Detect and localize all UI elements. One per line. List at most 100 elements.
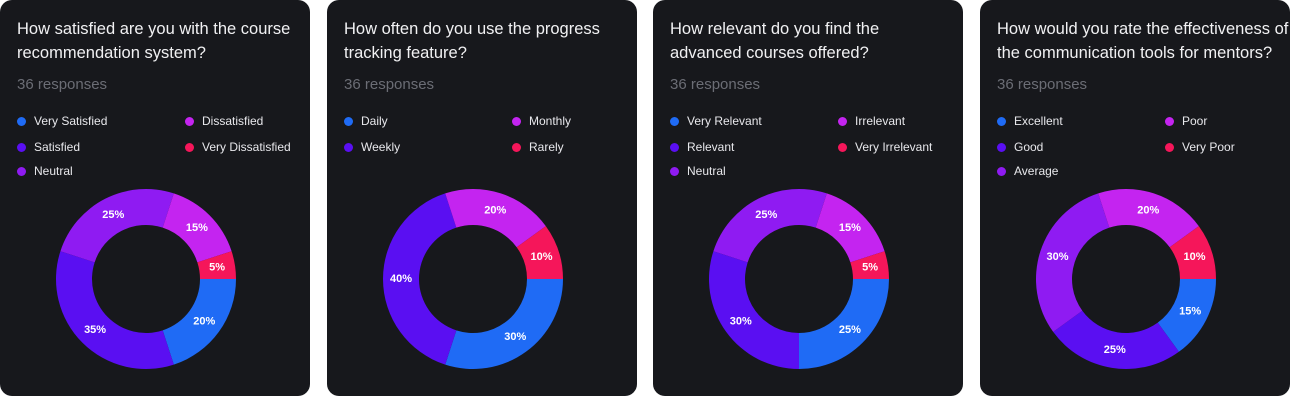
slice-value-label: 40% — [390, 273, 412, 285]
legend-swatch — [512, 116, 521, 126]
legend-swatch — [838, 116, 847, 126]
donut-slice — [197, 251, 236, 279]
donut-chart: 30% 40% 20% 10% — [383, 189, 563, 369]
legend-item: Neutral — [17, 164, 73, 178]
donut-slice — [799, 279, 889, 369]
donut-slice — [162, 279, 236, 365]
donut-slice — [1098, 189, 1199, 248]
legend-label: Excellent — [1014, 114, 1063, 128]
legend-swatch — [997, 116, 1006, 126]
legend-swatch — [1165, 142, 1174, 152]
question-title-line: How often do you use the progress — [344, 20, 600, 38]
slice-value-label: 30% — [1047, 251, 1069, 263]
response-count: 36 responses — [997, 76, 1088, 93]
legend-label: Monthly — [529, 114, 572, 128]
legend-swatch — [670, 116, 679, 126]
legend-label: Dissatisfied — [202, 114, 264, 128]
legend-swatch — [344, 142, 353, 152]
legend-label: Very Dissatisfied — [202, 140, 291, 154]
donut-slice — [1157, 279, 1216, 352]
legend-label: Satisfied — [34, 140, 81, 154]
question-title-line: the communication tools for mentors? — [997, 44, 1273, 62]
donut-slice — [445, 279, 563, 369]
legend-swatch — [17, 142, 26, 152]
legend-label: Rarely — [529, 140, 564, 154]
chart-legend: Daily Weekly Monthly Rarely — [344, 114, 634, 184]
question-title-line: tracking feature? — [344, 44, 467, 62]
legend-label: Very Irrelevant — [855, 140, 933, 154]
question-title: How relevant do you find the advanced co… — [670, 17, 963, 65]
donut-slice — [1036, 193, 1110, 332]
legend-label: Good — [1014, 140, 1044, 154]
donut-slice — [815, 193, 885, 263]
question-title-line: How satisfied are you with the course — [17, 20, 291, 38]
donut-slice — [516, 226, 563, 279]
legend-swatch — [344, 116, 353, 126]
legend-item: Rarely — [512, 140, 564, 154]
legend-swatch — [512, 142, 521, 152]
legend-item: Good — [997, 140, 1043, 154]
legend-item: Neutral — [670, 164, 726, 178]
legend-label: Very Relevant — [687, 114, 762, 128]
legend-label: Average — [1014, 164, 1059, 178]
legend-label: Very Satisfied — [34, 114, 108, 128]
legend-swatch — [838, 142, 847, 152]
slice-value-label: 25% — [102, 209, 124, 221]
legend-swatch — [185, 116, 194, 126]
legend-label: Neutral — [687, 164, 726, 178]
slice-value-label: 35% — [84, 324, 106, 336]
legend-label: Daily — [361, 114, 388, 128]
slice-value-label: 5% — [862, 262, 878, 274]
donut-slice — [709, 251, 799, 369]
legend-item: Very Satisfied — [17, 114, 107, 128]
donut-slice — [162, 193, 232, 263]
legend-label: Weekly — [361, 140, 401, 154]
legend-label: Relevant — [687, 140, 735, 154]
slice-value-label: 15% — [1179, 306, 1201, 318]
chart-legend: Excellent Good Average Poor Very Poor — [997, 114, 1287, 184]
legend-item: Dissatisfied — [185, 114, 263, 128]
legend-swatch — [1165, 116, 1174, 126]
legend-swatch — [17, 116, 26, 126]
question-title-line: recommendation system? — [17, 44, 206, 62]
slice-value-label: 15% — [839, 222, 861, 234]
legend-item: Average — [997, 164, 1058, 178]
donut-chart: 15% 25% 30% 20% 10% — [1036, 189, 1216, 369]
legend-item: Monthly — [512, 114, 571, 128]
legend-item: Weekly — [344, 140, 400, 154]
response-count: 36 responses — [344, 76, 435, 93]
legend-item: Relevant — [670, 140, 734, 154]
legend-label: Poor — [1182, 114, 1208, 128]
donut-slice — [445, 189, 546, 248]
legend-swatch — [997, 142, 1006, 152]
survey-card-satisfaction: How satisfied are you with the course re… — [0, 0, 310, 396]
legend-swatch — [185, 142, 194, 152]
legend-item: Very Dissatisfied — [185, 140, 291, 154]
slice-value-label: 25% — [755, 209, 777, 221]
legend-swatch — [17, 166, 26, 176]
slice-value-label: 10% — [530, 251, 552, 263]
legend-swatch — [997, 166, 1006, 176]
legend-item: Very Irrelevant — [838, 140, 932, 154]
slice-value-label: 30% — [504, 331, 526, 343]
donut-chart: 20% 35% 25% 15% 5% — [55, 189, 236, 369]
survey-card-progress-tracking: How often do you use the progress tracki… — [327, 0, 637, 396]
slice-value-label: 20% — [484, 205, 506, 217]
slice-value-label: 10% — [1183, 251, 1205, 263]
legend-swatch — [670, 166, 679, 176]
question-title: How satisfied are you with the course re… — [17, 17, 310, 65]
slice-value-label: 25% — [839, 324, 861, 336]
donut-chart: 25% 30% 25% 15% 5% — [709, 189, 889, 369]
response-count: 36 responses — [17, 76, 108, 93]
question-title: How often do you use the progress tracki… — [344, 17, 637, 65]
question-title-line: How relevant do you find the — [670, 20, 880, 38]
question-title: How would you rate the effectiveness of … — [997, 17, 1290, 65]
legend-item: Poor — [1165, 114, 1207, 128]
donut-slice — [1169, 226, 1216, 279]
slice-value-label: 20% — [1137, 205, 1159, 217]
slice-value-label: 25% — [1104, 344, 1126, 356]
legend-label: Irrelevant — [855, 114, 906, 128]
legend-swatch — [670, 142, 679, 152]
legend-label: Neutral — [34, 164, 73, 178]
donut-slice — [383, 193, 457, 365]
